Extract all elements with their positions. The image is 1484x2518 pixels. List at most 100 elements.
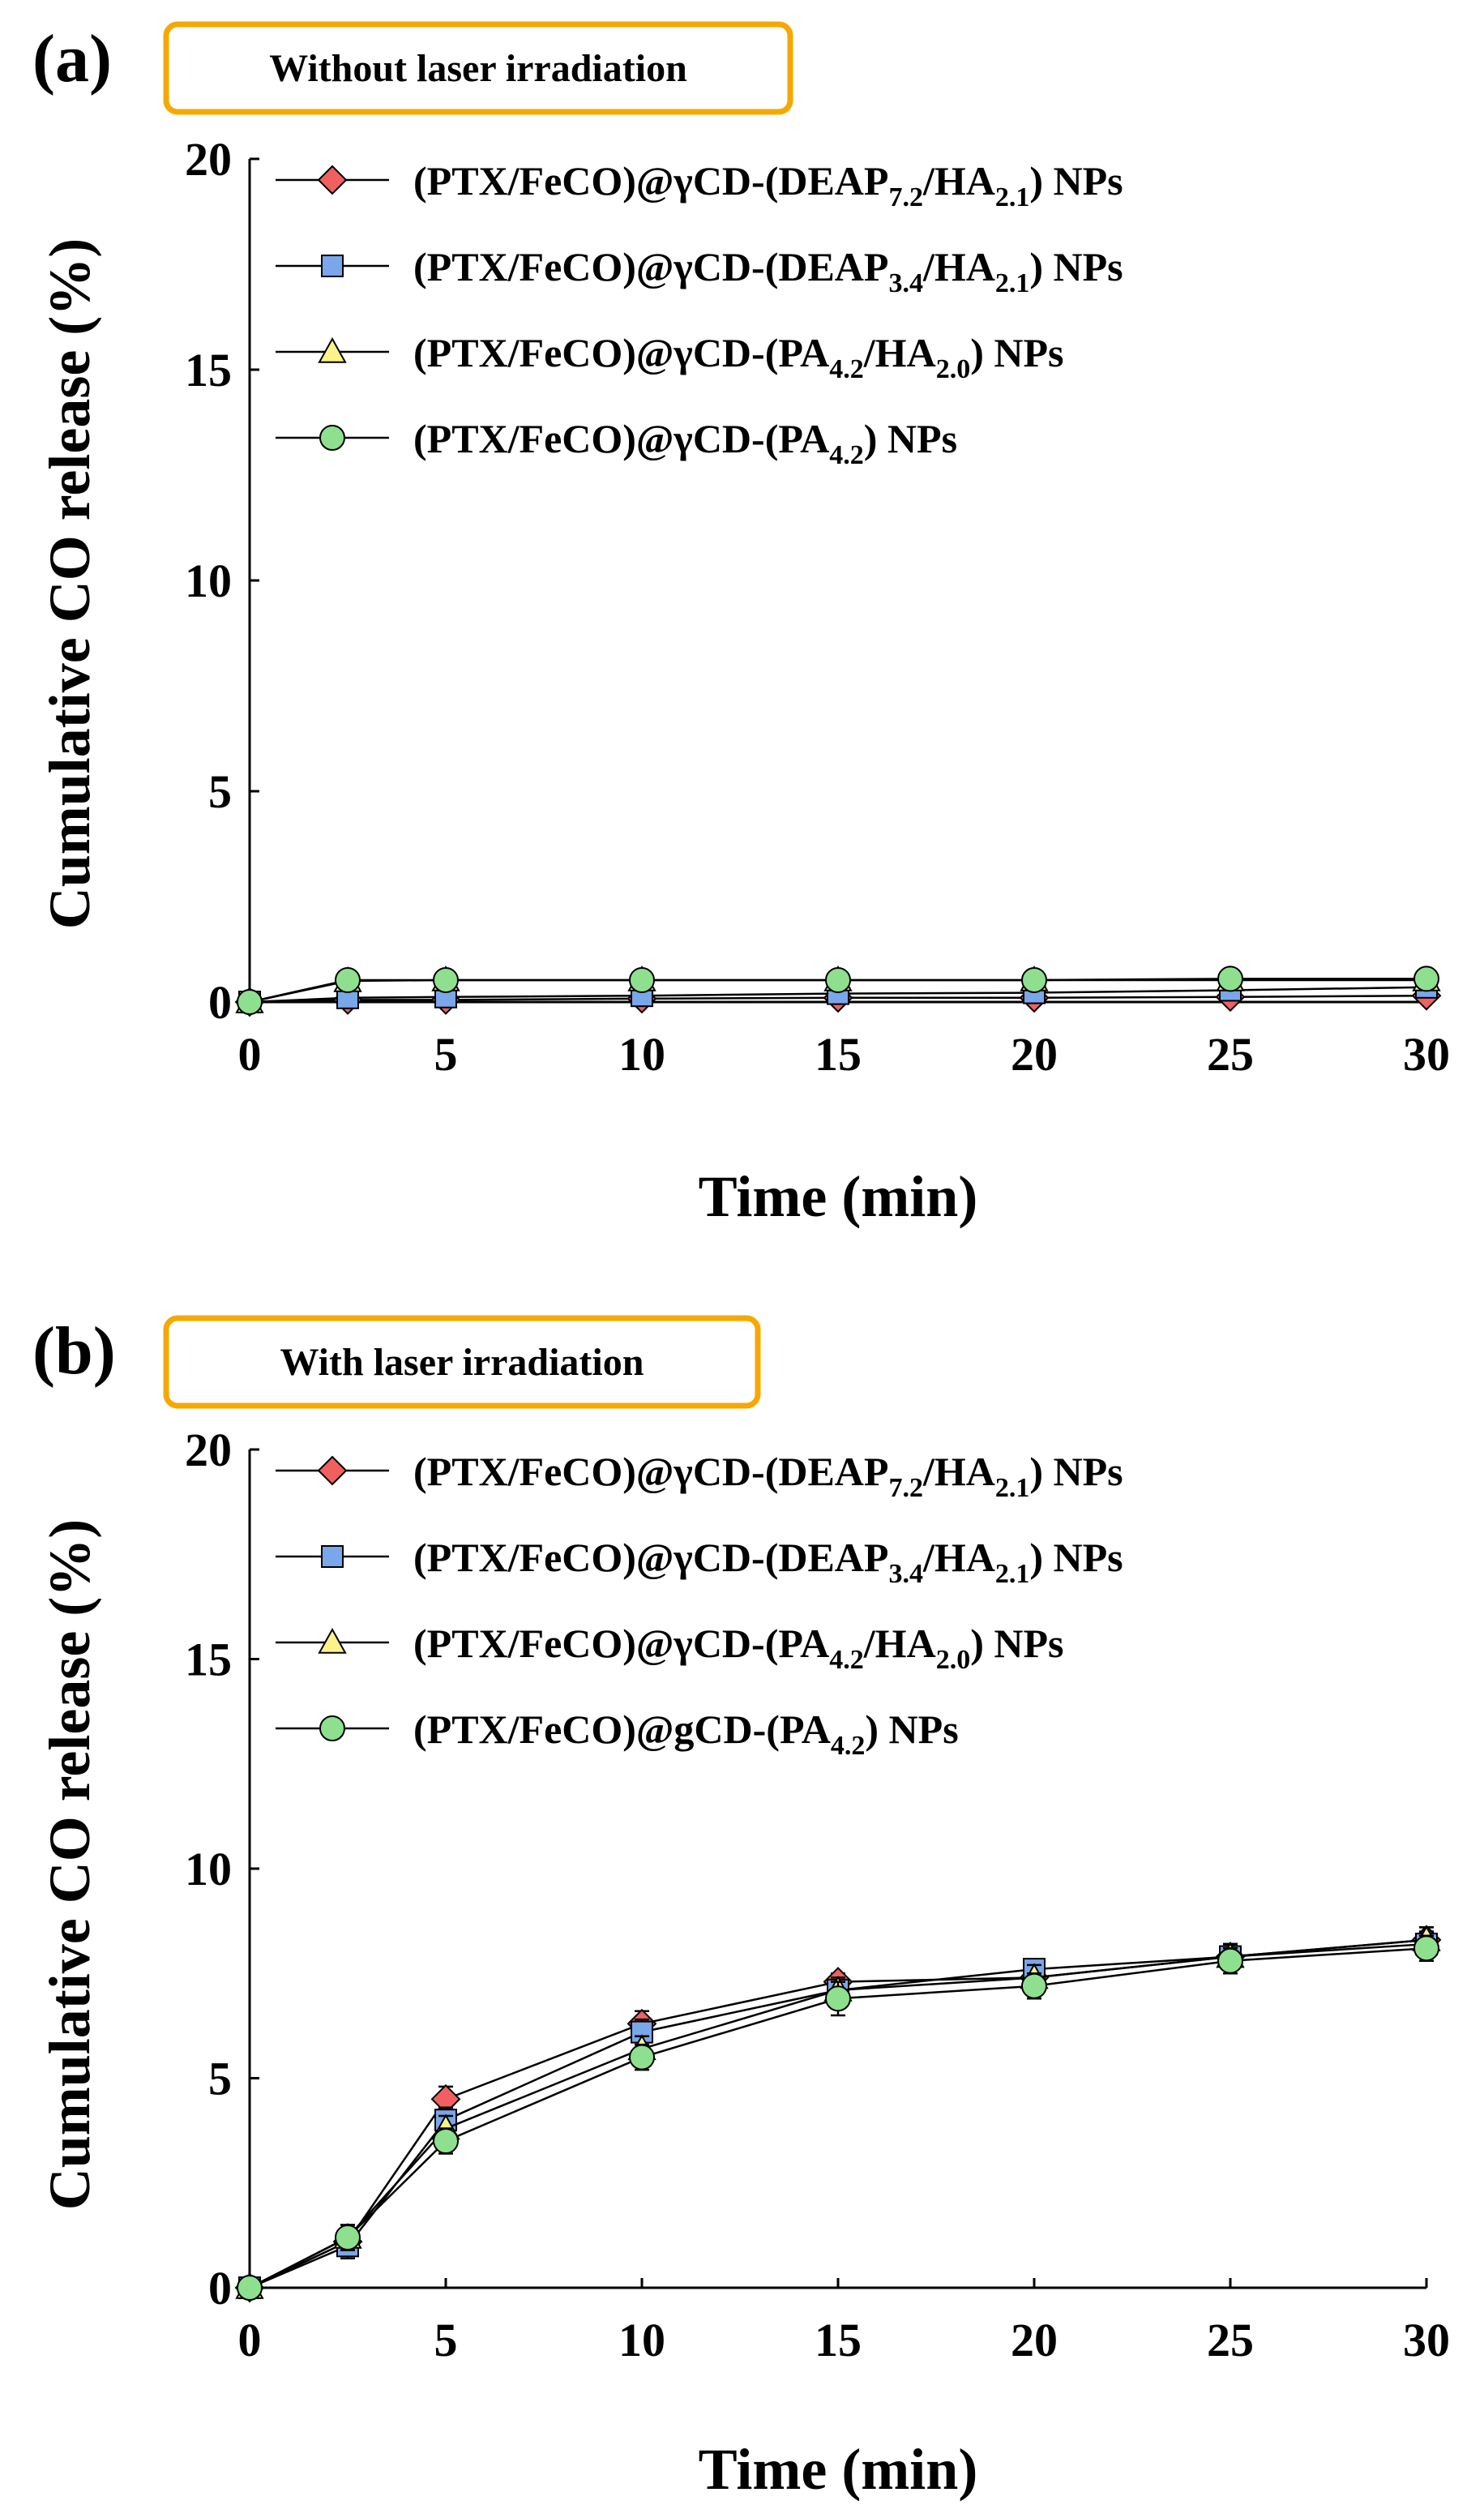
panel-a: (a) Without laser irradiation Cumulative… xyxy=(32,21,1450,1229)
panel-a-legend-label-0: (PTX/FeCO)@γCD-(DEAP7.2/HA2.1) NPs xyxy=(413,158,1123,212)
panel-a-series-3-point-6 xyxy=(1217,966,1243,992)
panel-b-x-tick-label-4: 20 xyxy=(1011,2314,1058,2366)
panel-b-series-2-line xyxy=(249,1938,1427,2289)
panel-b-legend-label-2-part-3: 2.0 xyxy=(936,1645,971,1675)
panel-a-series-3 xyxy=(237,966,1439,1015)
panel-a-y-tick-label-0: 0 xyxy=(208,976,232,1029)
panel-a-legend-label-1: (PTX/FeCO)@γCD-(DEAP3.4/HA2.1) NPs xyxy=(413,244,1123,298)
panel-a-legend-item-0: (PTX/FeCO)@γCD-(DEAP7.2/HA2.1) NPs xyxy=(276,158,1123,212)
panel-a-legend-item-1: (PTX/FeCO)@γCD-(DEAP3.4/HA2.1) NPs xyxy=(276,244,1123,298)
panel-b-legend-label-1-part-1: 3.4 xyxy=(888,1559,923,1589)
panel-b-x-axis-title: Time (min) xyxy=(699,2437,978,2502)
panel-b-x-tick-label-0: 0 xyxy=(238,2314,262,2366)
panel-a-legend-label-2: (PTX/FeCO)@γCD-(PA4.2/HA2.0) NPs xyxy=(413,330,1063,384)
panel-a-legend-label-0-part-3: 2.1 xyxy=(995,182,1030,212)
panel-b-legend-label-0: (PTX/FeCO)@γCD-(DEAP7.2/HA2.1) NPs xyxy=(413,1449,1123,1503)
panel-b-legend-label-1-part-4: ) NPs xyxy=(1029,1535,1123,1580)
panel-b-series-3-point-2 xyxy=(433,2128,459,2155)
panel-a-title: Without laser irradiation xyxy=(269,47,687,90)
panel-b-legend-label-2-part-4: ) NPs xyxy=(970,1621,1063,1666)
panel-a-series-3-point-0 xyxy=(237,989,263,1015)
panel-a-legend-label-0-part-4: ) NPs xyxy=(1029,158,1123,203)
panel-b-title-badge xyxy=(163,1315,761,1409)
panel-a-legend-label-3-part-1: 4.2 xyxy=(829,440,864,470)
panel-a-legend-marker-1 xyxy=(321,255,344,277)
panel-b-legend-label-0-part-4: ) NPs xyxy=(1029,1449,1123,1494)
panel-b-ticks: 0 5 10 15 20 25 30 0 5 10 15 20 xyxy=(185,1424,1450,2366)
panel-a-legend-label-3-part-2: ) NPs xyxy=(864,416,957,461)
panel-a-legend-marker-3 xyxy=(319,425,345,451)
panel-a-legend-marker-0 xyxy=(317,165,348,195)
panel-b-legend-item-0: (PTX/FeCO)@γCD-(DEAP7.2/HA2.1) NPs xyxy=(276,1449,1123,1503)
panel-b-legend-label-1: (PTX/FeCO)@γCD-(DEAP3.4/HA2.1) NPs xyxy=(413,1535,1123,1589)
panel-b-legend-label-2-part-0: (PTX/FeCO)@γCD-(PA xyxy=(413,1621,829,1666)
panel-a-legend-label-0-part-2: /HA xyxy=(922,158,995,203)
panel-b-series-3-point-1 xyxy=(335,2224,361,2250)
panel-a-y-tick-label-2: 10 xyxy=(185,555,232,607)
panel-a-series-1-line xyxy=(249,986,1427,1004)
panel-b-legend-item-3: (PTX/FeCO)@gCD-(PA4.2) NPs xyxy=(276,1707,959,1761)
panel-b-x-tick-label-6: 30 xyxy=(1403,2314,1450,2366)
panel-b-x-tick-label-2: 10 xyxy=(618,2314,665,2366)
panel-a-legend-label-3-part-0: (PTX/FeCO)@γCD-(PA xyxy=(413,416,829,461)
panel-a-x-tick-label-0: 0 xyxy=(238,1028,262,1081)
panel-b-legend-label-0-part-0: (PTX/FeCO)@γCD-(DEAP xyxy=(413,1449,888,1494)
panel-b-y-axis-title: Cumulative CO release (%) xyxy=(37,1519,102,2211)
panel-b-legend-label-3-part-1: 4.2 xyxy=(831,1731,866,1761)
panel-a-legend-label-2-part-2: /HA xyxy=(863,330,936,375)
panel-b-legend-marker-3 xyxy=(319,1715,345,1741)
panel-b-legend-marker-2 xyxy=(318,1627,347,1654)
panel-b-legend-item-2: (PTX/FeCO)@γCD-(PA4.2/HA2.0) NPs xyxy=(276,1621,1063,1675)
panel-a-x-tick-label-5: 25 xyxy=(1207,1028,1254,1081)
panel-b-x-tick-label-1: 5 xyxy=(434,2314,458,2366)
panel-a-series-3-point-2 xyxy=(433,966,459,993)
panel-b-series-3-point-0 xyxy=(237,2275,263,2301)
panel-b-legend-label-3-part-2: ) NPs xyxy=(865,1707,958,1752)
panel-a-legend-item-3: (PTX/FeCO)@γCD-(PA4.2) NPs xyxy=(276,416,957,470)
panel-a-legend-label-1-part-3: 2.1 xyxy=(995,268,1030,298)
panel-a-series xyxy=(234,965,1442,1017)
panel-b: (b) With laser irradiation Cumulative CO… xyxy=(32,1313,1450,2502)
panel-b-series-3-line xyxy=(249,1946,1427,2289)
panel-b-legend-label-0-part-3: 2.1 xyxy=(995,1473,1030,1503)
panel-b-legend-label-1-part-2: /HA xyxy=(922,1535,995,1580)
panel-a-series-3-point-4 xyxy=(825,966,851,993)
panel-b-title: With laser irradiation xyxy=(280,1341,644,1384)
panel-a-legend-label-2-part-0: (PTX/FeCO)@γCD-(PA xyxy=(413,330,829,375)
panel-b-series-1-line xyxy=(249,1942,1427,2289)
panel-b-label: (b) xyxy=(32,1313,116,1389)
panel-a-x-tick-label-1: 5 xyxy=(434,1028,458,1081)
panel-a-legend: (PTX/FeCO)@γCD-(DEAP7.2/HA2.1) NPs(PTX/F… xyxy=(276,158,1123,470)
panel-a-series-3-point-3 xyxy=(629,966,655,993)
panel-b-legend-label-1-part-3: 2.1 xyxy=(995,1559,1030,1589)
panel-a-legend-label-1-part-0: (PTX/FeCO)@γCD-(DEAP xyxy=(413,244,888,289)
panel-b-series-3 xyxy=(237,1934,1439,2301)
panel-b-legend-label-3-part-0: (PTX/FeCO)@gCD-(PA xyxy=(413,1707,831,1752)
panel-b-series-3-point-4 xyxy=(825,1985,851,2012)
panel-b-series-3-point-3 xyxy=(629,2044,655,2070)
panel-b-legend-marker-0 xyxy=(317,1455,348,1486)
panel-b-legend-marker-1 xyxy=(321,1545,344,1568)
panel-b-legend-label-1-part-0: (PTX/FeCO)@γCD-(DEAP xyxy=(413,1535,888,1580)
panel-a-legend-label-2-part-3: 2.0 xyxy=(936,354,971,384)
panel-b-legend-item-1: (PTX/FeCO)@γCD-(DEAP3.4/HA2.1) NPs xyxy=(276,1535,1123,1589)
panel-a-legend-label-1-part-4: ) NPs xyxy=(1029,244,1123,289)
panel-b-y-tick-label-0: 0 xyxy=(208,2262,232,2315)
panel-a-x-axis-title: Time (min) xyxy=(699,1164,978,1229)
panel-b-legend-label-3: (PTX/FeCO)@gCD-(PA4.2) NPs xyxy=(413,1707,959,1761)
panel-b-legend-label-2-part-1: 4.2 xyxy=(829,1645,864,1675)
panel-a-label: (a) xyxy=(32,21,112,96)
panel-b-legend-label-0-part-1: 7.2 xyxy=(888,1473,923,1503)
panel-a-y-tick-label-4: 20 xyxy=(185,133,232,186)
panel-a-series-0-line xyxy=(249,994,1427,1004)
panel-a-ticks: 0 5 10 15 20 25 30 0 5 10 15 20 xyxy=(185,133,1450,1081)
panel-a-legend-label-2-part-4: ) NPs xyxy=(970,330,1063,375)
panel-b-x-tick-label-5: 25 xyxy=(1207,2314,1254,2366)
panel-a-legend-label-0-part-0: (PTX/FeCO)@γCD-(DEAP xyxy=(413,158,888,203)
panel-a-x-tick-label-6: 30 xyxy=(1403,1028,1450,1081)
panel-b-x-tick-label-3: 15 xyxy=(815,2314,862,2366)
panel-a-x-tick-label-2: 10 xyxy=(618,1028,665,1081)
panel-a-legend-item-2: (PTX/FeCO)@γCD-(PA4.2/HA2.0) NPs xyxy=(276,330,1063,384)
panel-b-y-tick-label-1: 5 xyxy=(208,2053,232,2105)
panel-a-y-tick-label-3: 15 xyxy=(185,344,232,396)
